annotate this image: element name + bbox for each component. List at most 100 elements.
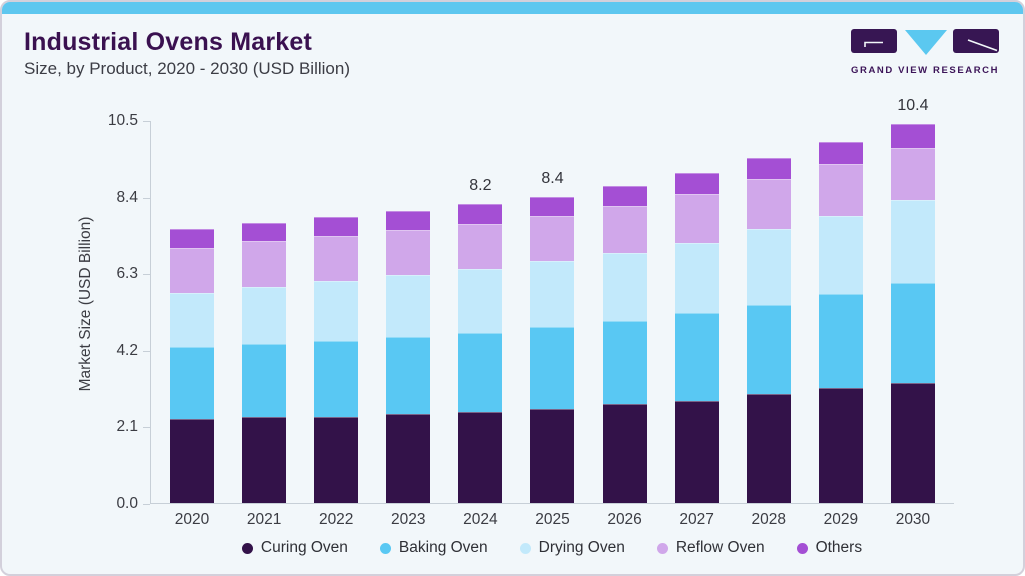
page-title: Industrial Ovens Market <box>24 28 313 56</box>
bar-2020: 2020 <box>170 228 214 528</box>
bar-segment-curing-oven <box>458 411 503 503</box>
legend-label: Drying Oven <box>538 539 625 556</box>
bar-segment-curing-oven <box>386 414 431 503</box>
bar-segment-others <box>746 157 791 180</box>
legend-label: Others <box>815 539 863 556</box>
legend-swatch-icon <box>519 542 531 554</box>
bar-segment-curing-oven <box>242 417 287 503</box>
top-accent-bar <box>2 2 1023 14</box>
legend-swatch-icon <box>379 542 391 554</box>
bar-total-label: 8.2 <box>469 176 492 194</box>
bar-segment-drying-oven <box>170 292 214 348</box>
bar-2024: 2024 8.2 <box>458 177 503 528</box>
x-axis-label: 2020 <box>174 511 210 528</box>
bar-segment-curing-oven <box>818 388 863 503</box>
bar-segment-drying-oven <box>386 275 431 338</box>
bar-segment-baking-oven <box>746 304 791 394</box>
y-tick-mark <box>143 274 150 276</box>
bar-segment-reflow-oven <box>314 236 359 282</box>
bar-segment-baking-oven <box>890 283 935 384</box>
bar-segment-baking-oven <box>458 333 503 412</box>
y-tick-label: 2.1 <box>116 418 138 436</box>
bar-segment-baking-oven <box>242 343 287 418</box>
bar-segment-others <box>674 172 719 194</box>
bar-2023: 2023 <box>386 210 431 528</box>
y-tick-mark <box>143 121 150 122</box>
bar-segment-reflow-oven <box>458 223 503 270</box>
x-axis-label: 2024 <box>463 511 498 528</box>
legend-label: Reflow Oven <box>675 539 765 556</box>
legend-label: Curing Oven <box>260 539 348 556</box>
bar-segment-reflow-oven <box>890 147 935 200</box>
y-tick-label: 4.2 <box>116 341 138 359</box>
x-axis-label: 2023 <box>391 511 426 528</box>
bar-2027: 2027 <box>674 172 719 528</box>
bar-segment-reflow-oven <box>674 193 719 243</box>
bar-segment-others <box>314 217 359 237</box>
legend-item-curing-oven: Curing Oven <box>241 539 348 557</box>
bar-segment-drying-oven <box>818 216 863 295</box>
bar-segment-others <box>458 203 503 224</box>
x-axis-label: 2025 <box>535 511 570 528</box>
brand-name: GRAND VIEW RESEARCH <box>851 65 1000 76</box>
bar-segment-reflow-oven <box>818 163 863 217</box>
bar-segment-others <box>170 228 214 249</box>
bar-segment-others <box>602 186 647 207</box>
legend-item-drying-oven: Drying Oven <box>519 539 625 557</box>
legend-item-reflow-oven: Reflow Oven <box>656 539 765 557</box>
x-axis-label: 2029 <box>823 511 859 528</box>
bar-segment-baking-oven <box>818 294 863 389</box>
x-axis-label: 2026 <box>607 511 642 528</box>
bar-2030: 2030 10.4 <box>890 97 935 528</box>
bar-segment-curing-oven <box>314 416 359 503</box>
bar-segment-drying-oven <box>314 281 359 342</box>
y-tick-label: 0.0 <box>116 495 138 512</box>
y-tick-mark <box>143 504 150 505</box>
legend-item-others: Others <box>796 539 863 557</box>
bar-segment-drying-oven <box>674 242 719 314</box>
bar-segment-curing-oven <box>890 383 935 503</box>
bar-segment-baking-oven <box>674 313 719 401</box>
bar-segment-others <box>242 222 287 242</box>
x-axis-label: 2021 <box>246 511 282 528</box>
bar-segment-baking-oven <box>530 327 575 409</box>
bar-total-label: 10.4 <box>897 96 929 114</box>
legend-swatch-icon <box>796 542 808 554</box>
bar-segment-curing-oven <box>530 408 575 503</box>
page-subtitle: Size, by Product, 2020 - 2030 (USD Billi… <box>24 59 350 78</box>
y-tick-label: 10.5 <box>107 112 138 129</box>
bar-segment-baking-oven <box>170 347 214 420</box>
bar-segment-others <box>890 123 935 148</box>
bar-2021: 2021 <box>242 222 287 528</box>
bar-segment-others <box>530 196 575 216</box>
bar-segment-reflow-oven <box>746 179 791 230</box>
x-axis-label: 2030 <box>895 511 931 528</box>
legend-swatch-icon <box>656 542 668 554</box>
bar-2022: 2022 <box>314 217 359 528</box>
bar-segment-drying-oven <box>746 229 791 305</box>
bar-segment-curing-oven <box>674 400 719 503</box>
bar-segment-baking-oven <box>314 341 359 417</box>
legend-label: Baking Oven <box>398 539 488 556</box>
bar-segment-curing-oven <box>170 419 214 503</box>
brand-logo-mark <box>851 29 999 55</box>
bar-segment-others <box>386 210 431 230</box>
chart-legend: Curing Oven Baking Oven Drying Oven Reflow … <box>150 539 954 557</box>
bar-segment-drying-oven <box>530 261 575 328</box>
y-tick-mark <box>143 427 150 429</box>
bar-segment-reflow-oven <box>170 248 214 293</box>
bar-segment-reflow-oven <box>602 206 647 253</box>
legend-item-baking-oven: Baking Oven <box>379 539 488 557</box>
bar-segment-drying-oven <box>890 199 935 284</box>
y-tick-label: 8.4 <box>116 188 138 206</box>
bar-2026: 2026 <box>602 186 647 528</box>
bar-2029: 2029 <box>818 141 863 528</box>
bar-segment-curing-oven <box>602 403 647 503</box>
y-axis-title: Market Size (USD Billion) <box>77 216 94 392</box>
bar-segment-baking-oven <box>386 337 431 415</box>
brand-logo: GRAND VIEW RESEARCH <box>851 29 999 76</box>
bar-segment-drying-oven <box>602 252 647 321</box>
bar-2028: 2028 <box>746 157 791 528</box>
bar-segment-drying-oven <box>242 287 287 344</box>
